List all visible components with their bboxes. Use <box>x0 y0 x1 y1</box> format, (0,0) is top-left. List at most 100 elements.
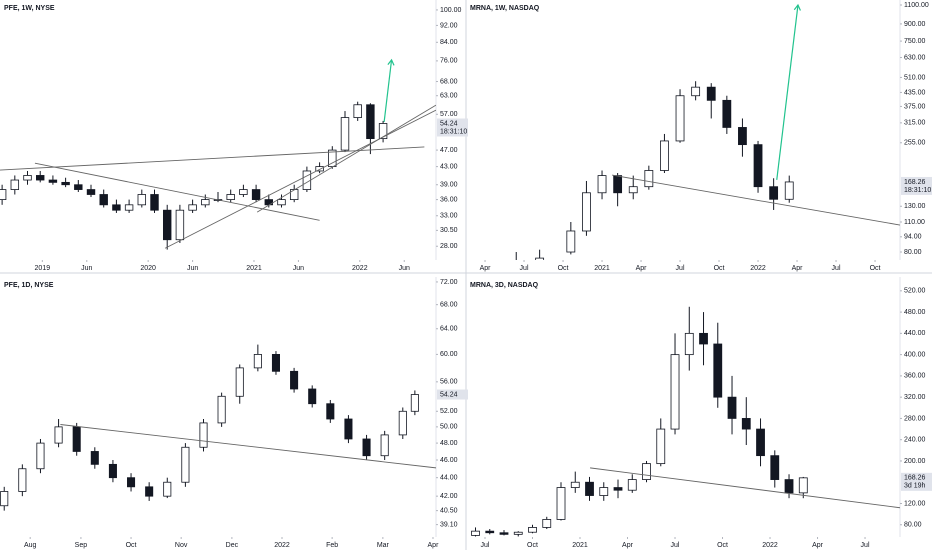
y-tick-label: 33.00 <box>440 213 458 220</box>
candle-body <box>670 354 680 430</box>
plot-area <box>471 306 900 537</box>
y-tick-label: 63.00 <box>440 93 458 100</box>
candle-body <box>741 418 751 430</box>
y-tick-label: 80.00 <box>904 249 922 256</box>
y-tick-label: 64.00 <box>440 326 458 333</box>
candle-body <box>613 487 623 491</box>
candle-body <box>127 477 136 488</box>
y-tick-label: 68.00 <box>440 302 458 309</box>
candle-body <box>23 175 32 181</box>
candle-body <box>656 428 666 465</box>
candle-body <box>699 332 708 345</box>
candle-body <box>145 486 154 497</box>
x-tick-label: Nov <box>175 542 188 549</box>
y-tick-label: 280.00 <box>904 415 926 422</box>
candle-body <box>613 175 623 194</box>
y-tick-label: 315.00 <box>904 120 926 127</box>
y-tick-label: 750.00 <box>904 38 926 45</box>
y-tick-label: 100.00 <box>440 7 462 14</box>
candle-body <box>784 181 794 200</box>
candle-body <box>112 204 121 211</box>
x-tick-label: Aug <box>24 542 37 549</box>
candle-body <box>150 194 159 211</box>
y-tick-label: 40.50 <box>440 507 458 514</box>
candle-body <box>217 395 226 424</box>
candle-body <box>556 487 566 520</box>
y-tick-label: 120.00 <box>904 500 926 507</box>
trend-line <box>60 424 436 469</box>
candle-body <box>340 117 350 151</box>
x-tick-label: 2021 <box>572 542 588 549</box>
candle-body <box>90 451 99 465</box>
candle-body <box>499 532 509 535</box>
x-tick-label: Jul <box>861 542 870 549</box>
candle-body <box>691 86 701 97</box>
last-price-badge <box>901 176 932 195</box>
y-tick-label: 52.00 <box>440 408 458 415</box>
trend-line <box>34 162 320 221</box>
y-tick-label: 84.00 <box>440 39 458 46</box>
y-tick-label: 630.00 <box>904 54 926 61</box>
arrow-head <box>793 3 801 11</box>
arrow <box>383 59 393 123</box>
candle-body <box>181 446 190 483</box>
x-tick-label: Jul <box>832 265 841 272</box>
plot-area <box>515 3 900 260</box>
candle-body <box>582 192 591 232</box>
candle-body <box>188 204 197 211</box>
candle-body <box>175 209 185 241</box>
y-tick-label: 80.00 <box>904 522 922 529</box>
y-tick-label: 36.00 <box>440 196 458 203</box>
candle-body <box>251 189 261 200</box>
candle-body <box>769 186 779 200</box>
candle-body <box>239 189 248 195</box>
y-tick-label: 43.00 <box>440 163 458 170</box>
y-tick-label: 42.00 <box>440 493 458 500</box>
candle-body <box>535 257 545 260</box>
candle-body <box>253 354 262 369</box>
y-tick-label: 1100.00 <box>904 2 929 9</box>
candle-body <box>410 394 419 412</box>
candle-body <box>61 181 70 186</box>
x-tick-label: Jun <box>81 265 92 272</box>
candle-body <box>72 426 81 452</box>
arrow-head <box>387 58 395 66</box>
countdown-label: 3d 19h <box>904 483 926 490</box>
candle-body <box>628 186 638 194</box>
candle-body <box>277 199 286 206</box>
y-tick-label: 39.00 <box>440 182 458 189</box>
x-tick-label: 2020 <box>140 265 156 272</box>
x-tick-label: Mar <box>377 542 390 549</box>
x-tick-label: 2021 <box>246 265 262 272</box>
y-tick-label: 520.00 <box>904 288 926 295</box>
y-tick-label: 94.00 <box>904 234 922 241</box>
y-tick-label: 440.00 <box>904 330 926 337</box>
x-tick-label: Apr <box>812 542 824 549</box>
trend-line <box>0 146 425 171</box>
last-price-badge <box>901 472 932 491</box>
y-tick-label: 510.00 <box>904 74 926 81</box>
candle-body <box>756 428 765 457</box>
candle-body <box>36 442 45 470</box>
candle-body <box>10 179 20 190</box>
candle-body <box>784 479 794 494</box>
candle-body <box>378 123 388 140</box>
candle-body <box>660 140 669 171</box>
candle-body <box>199 422 208 448</box>
x-tick-label: Oct <box>558 265 569 272</box>
chart-title: MRNA, 1W, NASDAQ <box>470 5 540 12</box>
candle-body <box>753 144 763 188</box>
candle-body <box>738 127 747 146</box>
candle-body <box>642 463 651 480</box>
candle-body <box>770 455 780 480</box>
x-tick-label: Jun <box>399 265 410 272</box>
y-tick-label: 200.00 <box>904 458 926 465</box>
y-tick-label: 30.50 <box>440 227 458 234</box>
candle-body <box>137 194 147 206</box>
candle-body <box>366 104 375 140</box>
candle-body <box>163 481 172 497</box>
y-tick-label: 28.00 <box>440 243 458 250</box>
y-tick-label: 110.00 <box>904 219 925 226</box>
